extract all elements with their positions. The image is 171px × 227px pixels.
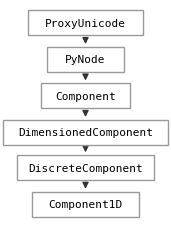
Text: DiscreteComponent: DiscreteComponent — [28, 163, 143, 173]
Text: DimensionedComponent: DimensionedComponent — [18, 128, 153, 138]
FancyBboxPatch shape — [32, 192, 139, 217]
Text: Component1D: Component1D — [48, 199, 123, 209]
FancyBboxPatch shape — [28, 11, 143, 36]
FancyBboxPatch shape — [47, 48, 124, 73]
Text: Component: Component — [55, 91, 116, 101]
FancyBboxPatch shape — [3, 120, 168, 145]
FancyBboxPatch shape — [41, 84, 130, 109]
Text: PyNode: PyNode — [65, 55, 106, 65]
FancyBboxPatch shape — [17, 155, 154, 180]
Text: ProxyUnicode: ProxyUnicode — [45, 19, 126, 29]
